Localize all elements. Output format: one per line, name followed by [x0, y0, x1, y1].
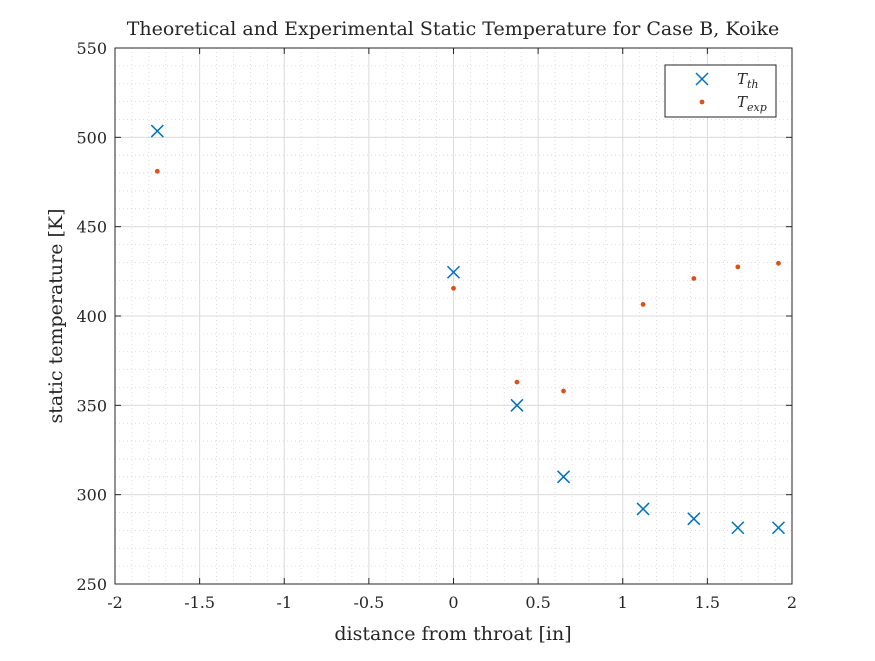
legend-label-main: T	[737, 70, 748, 88]
data-point-T_th	[771, 521, 785, 535]
data-point-T_th	[150, 124, 164, 138]
marker-stroke	[771, 521, 785, 535]
legend-label-subscript: th	[747, 78, 759, 91]
y-tick-label: 250	[76, 575, 107, 594]
data-point-T_exp	[691, 276, 697, 281]
data-point-T_th	[687, 512, 701, 526]
chart-title: Theoretical and Experimental Static Temp…	[127, 18, 780, 40]
y-tick-label: 500	[76, 128, 107, 147]
legend-marker-T_exp	[699, 99, 705, 105]
y-tick-label: 300	[76, 486, 107, 505]
marker-stroke	[510, 398, 524, 412]
data-point-T_exp	[640, 301, 646, 307]
legend-label-T_th: Tth	[737, 70, 759, 91]
data-point-T_exp	[514, 379, 520, 385]
legend-label-main: T	[737, 93, 748, 111]
x-tick-label: 0.5	[525, 593, 550, 612]
x-tick-label: 1.5	[695, 593, 720, 612]
legend-box	[664, 64, 777, 118]
y-tick-label: 450	[76, 218, 107, 237]
marker-stroke	[150, 124, 164, 138]
data-point-T_th	[636, 502, 650, 516]
data-point-T_exp	[735, 264, 741, 270]
x-tick-label: -2	[107, 593, 123, 612]
data-point-T_th	[446, 265, 461, 279]
marker-stroke	[687, 512, 701, 526]
y-tick-label: 550	[76, 39, 107, 58]
y-axis-title: static temperature [K]	[45, 208, 67, 423]
marker-stroke	[731, 521, 745, 535]
data-point-T_exp	[776, 260, 781, 266]
data-point-T_th	[510, 398, 524, 412]
marker-stroke	[636, 502, 650, 516]
data-point-T_th	[556, 470, 571, 484]
marker-stroke	[556, 470, 571, 484]
x-tick-label: 1	[618, 593, 628, 612]
data-point-T_exp	[561, 388, 566, 394]
data-point-T_exp	[451, 285, 456, 291]
x-tick-label: 2	[787, 593, 797, 612]
data-point-T_exp	[154, 168, 160, 174]
x-tick-label: -1	[276, 593, 292, 612]
y-tick-label: 350	[76, 396, 107, 415]
legend-marker-T_th	[695, 72, 709, 86]
x-tick-label: -0.5	[353, 593, 384, 612]
x-tick-label: -1.5	[184, 593, 215, 612]
legend-label-T_exp: Texp	[737, 93, 767, 114]
x-tick-label: 0	[448, 593, 458, 612]
x-axis-title: distance from throat [in]	[334, 623, 571, 645]
y-tick-label: 400	[76, 307, 107, 326]
marker-stroke	[695, 72, 709, 86]
legend-label-subscript: exp	[747, 101, 767, 114]
marker-stroke	[446, 265, 461, 279]
data-point-T_th	[731, 521, 745, 535]
